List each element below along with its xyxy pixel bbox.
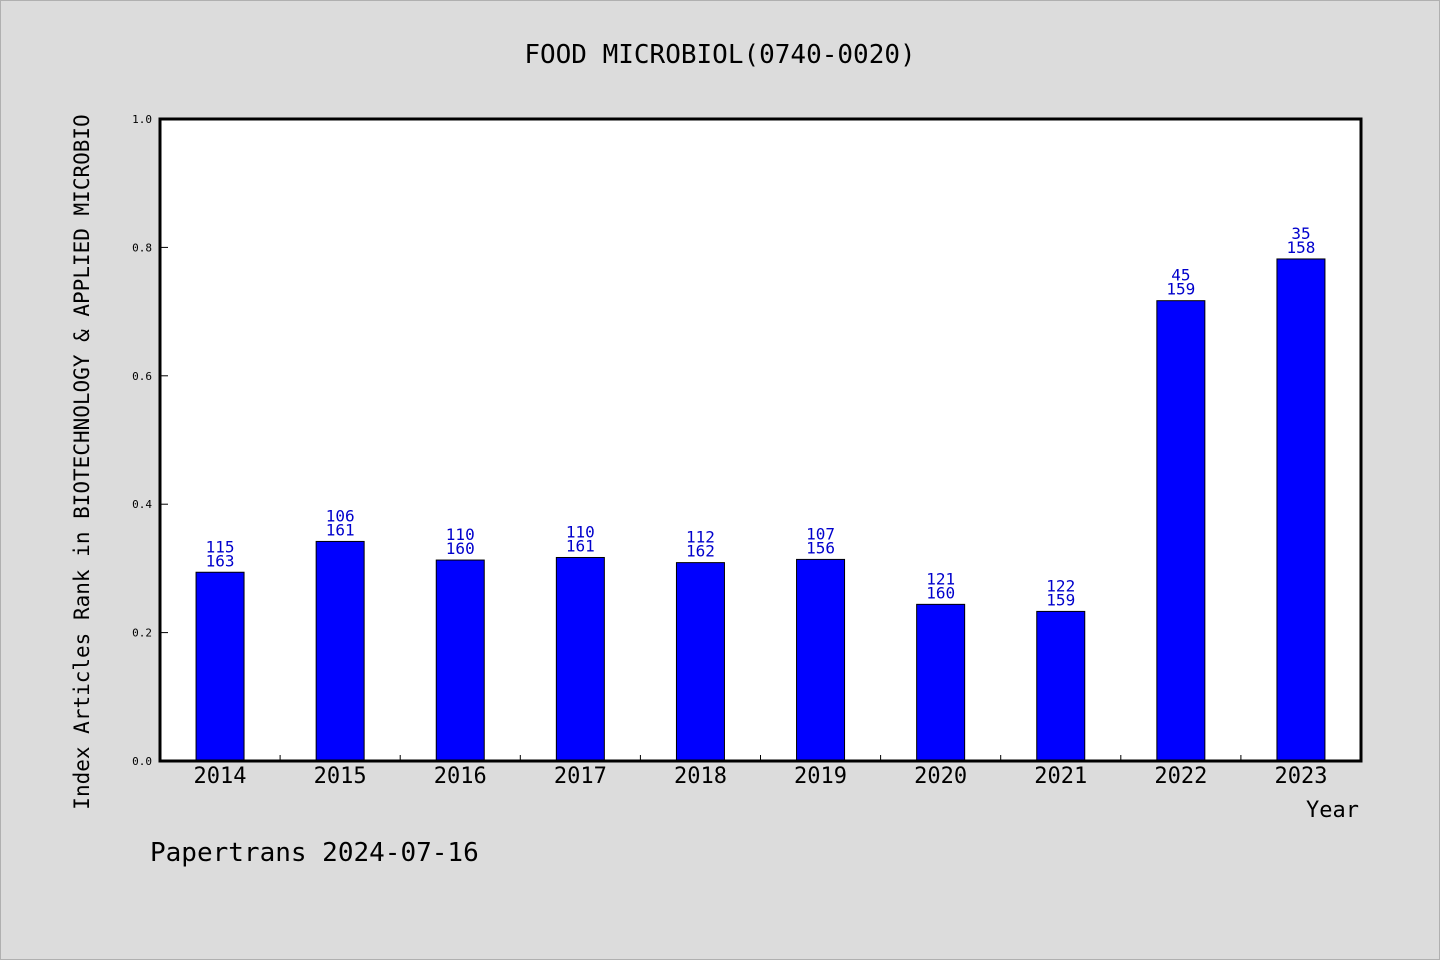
bar-rank-label: 106 — [326, 506, 355, 525]
bar-2015 — [315, 540, 365, 762]
y-tick-label: 1.0 — [132, 113, 152, 126]
bar-rank-label: 122 — [1046, 576, 1075, 595]
bar-rank-label: 121 — [926, 569, 955, 588]
x-tick-label: 2014 — [194, 764, 247, 789]
x-tick-label: 2022 — [1154, 764, 1207, 789]
x-tick-label: 2015 — [314, 764, 367, 789]
bar-2019 — [796, 558, 846, 762]
bar-total-label: 162 — [686, 542, 715, 561]
bar-total-label: 163 — [206, 551, 235, 570]
bar-rank-label: 115 — [206, 537, 235, 556]
bar-total-label: 161 — [326, 520, 355, 539]
bar-total-label: 156 — [806, 538, 835, 557]
bar-rank-label: 45 — [1171, 266, 1190, 285]
y-tick-label: 0.0 — [132, 755, 152, 768]
bar-2014 — [195, 571, 245, 762]
x-tick-label: 2018 — [674, 764, 727, 789]
bar-rank-label: 110 — [566, 522, 595, 541]
bar-rank-label: 35 — [1291, 224, 1310, 243]
x-tick-label: 2021 — [1034, 764, 1087, 789]
y-tick-label: 0.6 — [132, 370, 152, 383]
bar-2016 — [435, 559, 485, 762]
bar-2021 — [1036, 610, 1086, 762]
bar-2022 — [1156, 300, 1206, 762]
bar-2017 — [555, 556, 605, 762]
bar-rank-label: 110 — [446, 525, 475, 544]
y-tick-label: 0.8 — [132, 241, 152, 254]
bar-rank-label: 107 — [806, 524, 835, 543]
x-tick-label: 2023 — [1274, 764, 1327, 789]
bar-total-label: 160 — [926, 583, 955, 602]
x-tick-label: 2019 — [794, 764, 847, 789]
bar-total-label: 159 — [1046, 590, 1075, 609]
bar-total-label: 160 — [446, 539, 475, 558]
x-axis-label: Year — [1306, 798, 1359, 823]
x-tick-label: 2017 — [554, 764, 607, 789]
x-axis-ticks: 2014 2015 2016 2017 2018 2019 2020 2021 2022 2023 — [194, 755, 1327, 789]
x-tick-label: 2020 — [914, 764, 967, 789]
bar-total-label: 161 — [566, 536, 595, 555]
bar-2018 — [675, 562, 725, 762]
x-tick-label: 2016 — [434, 764, 487, 789]
chart-title: FOOD MICROBIOL(0740-0020) — [524, 40, 915, 70]
plot-border — [158, 117, 1363, 763]
bar-2020 — [916, 603, 966, 762]
bar-2023 — [1276, 258, 1326, 762]
y-axis-label: Index Articles Rank in BIOTECHNOLOGY & A… — [70, 114, 94, 809]
y-tick-label: 0.4 — [132, 498, 152, 511]
y-axis-ticks: 0.0 0.2 0.4 0.6 0.8 1.0 — [132, 113, 168, 768]
y-tick-label: 0.2 — [132, 627, 152, 640]
footer-text: Papertrans 2024-07-16 — [150, 838, 479, 868]
bar-total-label: 159 — [1166, 280, 1195, 299]
bar-rank-label: 112 — [686, 528, 715, 547]
bar-total-label: 158 — [1286, 238, 1315, 257]
